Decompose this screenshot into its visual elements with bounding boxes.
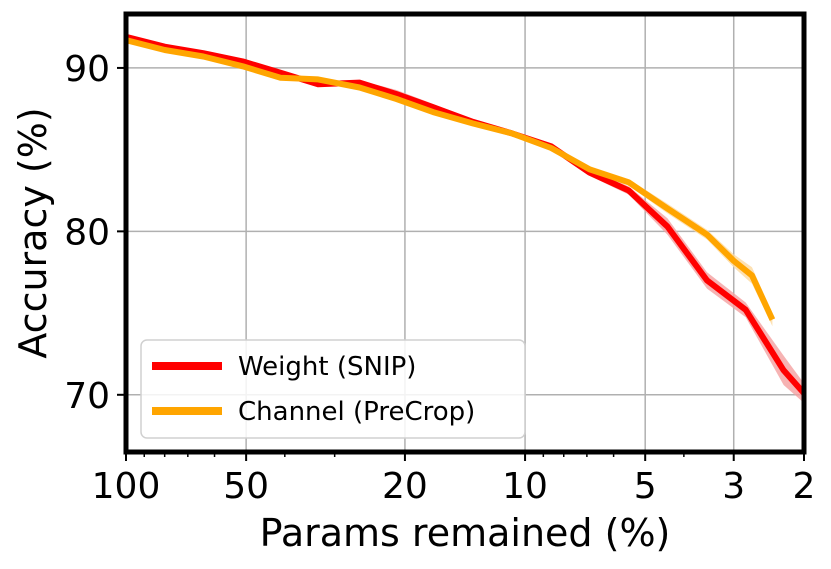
axis-ticks: 100 50 20 10 5 3 2 70 80 90 (64, 49, 815, 507)
y-tick-label: 70 (64, 376, 110, 417)
legend-box (140, 339, 526, 439)
x-tick-label: 5 (634, 466, 657, 507)
x-tick-label: 10 (502, 466, 548, 507)
series-lines (125, 33, 807, 396)
legend-label-channel-precrop: Channel (PreCrop) (238, 397, 475, 427)
series-line (125, 37, 776, 321)
confidence-band (126, 40, 773, 327)
legend: Weight (SNIP) Channel (PreCrop) (140, 339, 526, 439)
y-axis-label: Accuracy (%) (11, 107, 55, 358)
x-tick-label: 2 (793, 466, 816, 507)
confidence-band (126, 36, 804, 404)
x-tick-label: 100 (92, 466, 161, 507)
x-tick-label: 3 (722, 466, 745, 507)
plot-frame (123, 11, 807, 455)
y-tick-label: 80 (64, 212, 110, 253)
y-tick-label: 90 (64, 49, 110, 90)
x-tick-label: 50 (223, 466, 269, 507)
confidence-bands (126, 36, 804, 404)
x-axis-label: Params remained (%) (260, 511, 671, 555)
legend-label-weight-snip: Weight (SNIP) (238, 352, 416, 382)
x-tick-label: 20 (382, 466, 428, 507)
